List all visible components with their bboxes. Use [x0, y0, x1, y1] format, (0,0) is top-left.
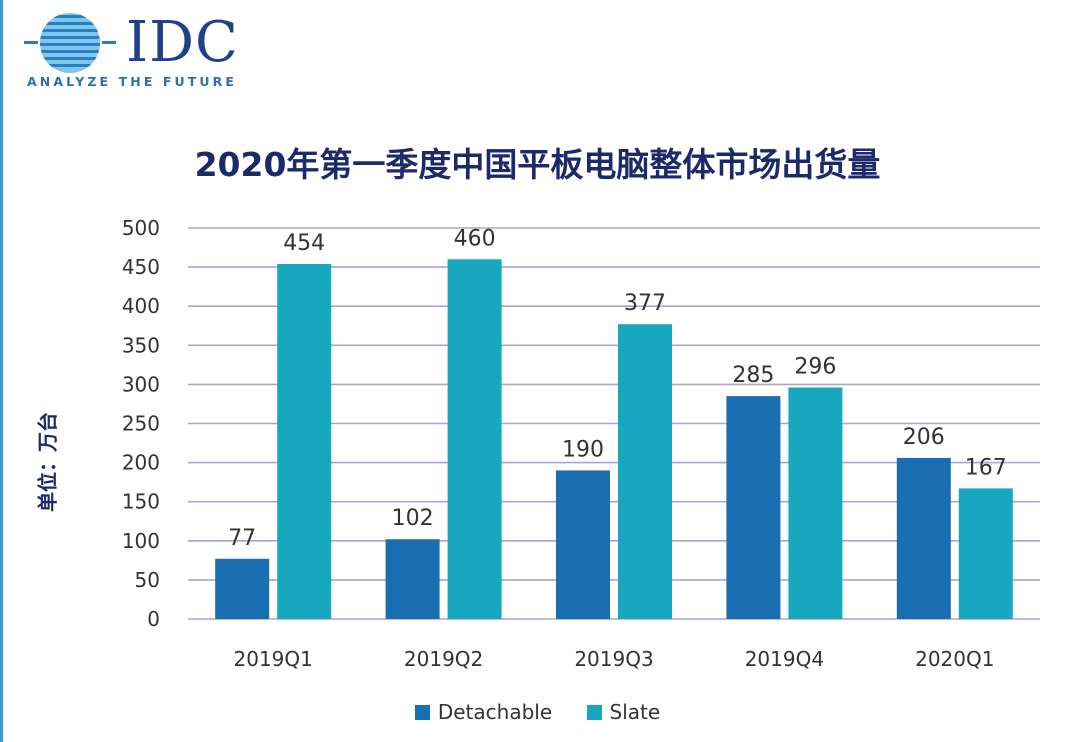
y-tick-label: 350 [122, 333, 160, 357]
data-label: 206 [903, 425, 945, 450]
bar-detachable-2019q2 [385, 539, 440, 619]
x-tick-label: 2020Q1 [915, 647, 994, 671]
data-label: 167 [965, 455, 1007, 480]
data-label: 285 [732, 363, 774, 388]
y-tick-label: 400 [122, 294, 160, 318]
y-tick-label: 250 [122, 412, 160, 436]
y-tick-label: 300 [122, 372, 160, 396]
x-tick-label: 2019Q4 [745, 647, 824, 671]
legend-label-slate: Slate [609, 700, 661, 724]
chart-title: 2020年第一季度中国平板电脑整体市场出货量 [194, 145, 881, 184]
y-tick-label: 0 [147, 607, 160, 631]
y-tick-label: 450 [122, 255, 160, 279]
data-label: 377 [624, 291, 666, 316]
bar-slate-2020q1 [958, 488, 1013, 619]
x-tick-label: 2019Q2 [404, 647, 483, 671]
data-label: 190 [562, 437, 604, 462]
x-tick-label: 2019Q3 [574, 647, 653, 671]
bar-detachable-2019q1 [215, 558, 270, 619]
bar-slate-2019q1 [277, 263, 332, 619]
bar-detachable-2019q3 [556, 470, 610, 619]
data-label: 102 [392, 506, 434, 531]
bar-slate-2019q2 [447, 259, 502, 619]
y-tick-label: 500 [122, 216, 160, 240]
legend-label-detachable: Detachable [437, 700, 553, 724]
left-edge-accent [0, 0, 3, 742]
legend-swatch-slate [586, 704, 602, 720]
legend-swatch-detachable [414, 704, 430, 720]
data-label: 454 [283, 231, 325, 256]
logo-tagline: ANALYZE THE FUTURE [27, 74, 238, 89]
bar-slate-2019q4 [788, 387, 843, 619]
bar-slate-2019q3 [618, 324, 672, 619]
bar-detachable-2019q4 [726, 396, 781, 619]
y-tick-label: 200 [122, 451, 160, 475]
x-tick-label: 2019Q1 [234, 647, 313, 671]
bar-detachable-2020q1 [896, 457, 951, 619]
y-tick-label: 150 [122, 490, 160, 514]
globe-icon [24, 13, 116, 73]
y-tick-label: 50 [135, 568, 160, 592]
data-label: 460 [454, 226, 496, 251]
legend-item-detachable: Detachable [414, 700, 553, 724]
y-tick-label: 100 [122, 529, 160, 553]
data-label: 296 [794, 355, 836, 380]
logo-wordmark: IDC [126, 10, 239, 75]
legend: Detachable Slate [0, 700, 1075, 725]
data-label: 77 [228, 526, 256, 551]
legend-item-slate: Slate [586, 700, 661, 724]
idc-logo: IDC ANALYZE THE FUTURE [24, 8, 264, 98]
